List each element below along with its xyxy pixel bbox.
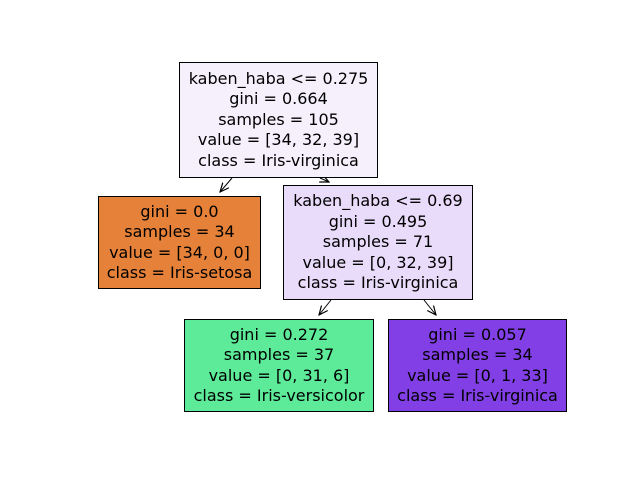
node-samples: samples = 34 (422, 345, 533, 364)
node-class: class = Iris-virginica (297, 273, 459, 293)
node-samples: samples = 71 (322, 232, 434, 252)
node-class: class = Iris-setosa (106, 263, 253, 282)
tree-node-leaf-virginica: gini = 0.057 samples = 34 value = [0, 1,… (388, 319, 567, 412)
edge-split-to-virginica (423, 299, 436, 315)
node-value: value = [0, 31, 6] (208, 365, 350, 385)
edge-split-to-versicolor (319, 299, 332, 315)
tree-node-split: kaben_haba <= 0.69 gini = 0.495 samples … (283, 185, 473, 300)
node-gini: gini = 0.664 (229, 89, 328, 109)
node-samples: samples = 105 (218, 109, 339, 129)
node-gini: gini = 0.495 (328, 211, 428, 231)
node-samples: samples = 37 (223, 345, 335, 364)
node-class: class = Iris-virginica (397, 386, 558, 405)
node-class: class = Iris-versicolor (193, 386, 365, 405)
edge-root-to-split (320, 178, 329, 182)
node-gini: gini = 0.057 (428, 324, 527, 344)
tree-node-leaf-setosa: gini = 0.0 samples = 34 value = [34, 0, … (98, 196, 261, 289)
tree-node-root: kaben_haba <= 0.275 gini = 0.664 samples… (179, 62, 378, 178)
edge-root-to-setosa (220, 177, 233, 192)
node-gini: gini = 0.272 (229, 324, 329, 344)
node-value: value = [0, 1, 33] (407, 365, 548, 385)
node-gini: gini = 0.0 (140, 201, 219, 221)
node-condition: kaben_haba <= 0.69 (293, 191, 463, 211)
node-class: class = Iris-virginica (198, 150, 359, 170)
node-value: value = [34, 0, 0] (109, 242, 250, 262)
node-samples: samples = 34 (124, 222, 235, 241)
node-value: value = [34, 32, 39] (197, 130, 360, 150)
node-value: value = [0, 32, 39] (302, 252, 454, 272)
node-condition: kaben_haba <= 0.275 (188, 68, 369, 88)
tree-node-leaf-versicolor: gini = 0.272 samples = 37 value = [0, 31… (184, 319, 374, 412)
